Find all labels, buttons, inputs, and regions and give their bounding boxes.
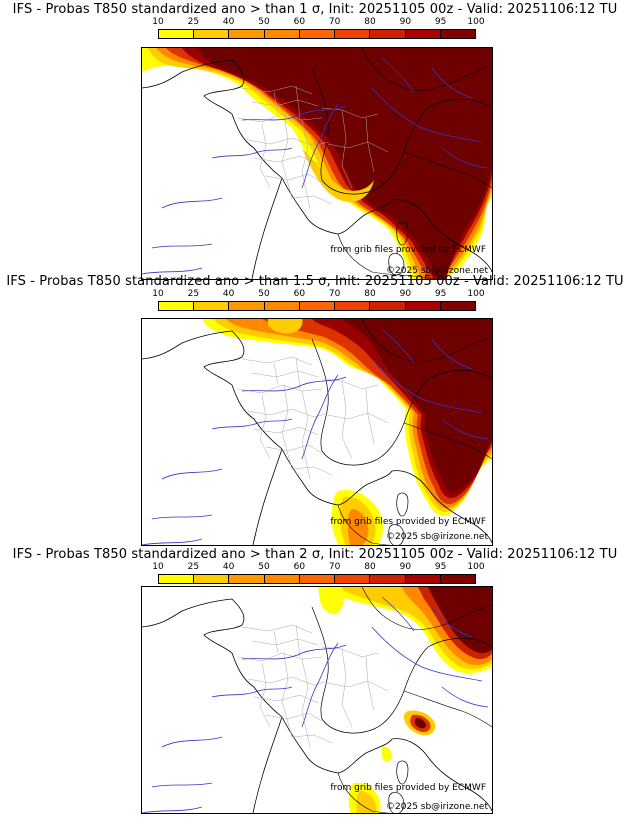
colorbar: [158, 301, 476, 311]
colorbar-ticks: 10 25 40 50 60 70 80 90 95 100: [152, 561, 484, 573]
colorbar-tick-label: 95: [434, 289, 447, 299]
source-credit: from grib files provided by ECMWF: [330, 517, 486, 527]
colorbar-tick-label: 100: [467, 17, 485, 27]
colorbar-segment: [370, 30, 406, 38]
colorbar-segment: [159, 30, 195, 38]
colorbar-tick-label: 25: [187, 289, 200, 299]
colorbar-tick-label: 40: [222, 17, 235, 27]
colorbar-segment: [370, 575, 406, 583]
colorbar-segment: [335, 575, 371, 583]
colorbar-ticks: 10 25 40 50 60 70 80 90 95 100: [152, 16, 484, 28]
colorbar-tick-label: 70: [328, 562, 341, 572]
colorbar-tick-label: 80: [364, 562, 376, 572]
colorbar-segment: [440, 575, 475, 583]
panel-2: IFS - Probas T850 standardized ano > tha…: [0, 272, 630, 548]
source-credit: from grib files provided by ECMWF: [330, 783, 486, 793]
colorbar-tick-label: 100: [467, 289, 485, 299]
colorbar-segment: [299, 302, 336, 310]
panel-title: IFS - Probas T850 standardized ano > tha…: [6, 274, 624, 289]
colorbar-segment: [194, 30, 230, 38]
colorbar-tick-label: 40: [222, 289, 235, 299]
colorbar-tick-label: 40: [222, 562, 235, 572]
colorbar-tick-label: 10: [152, 562, 164, 572]
colorbar-segment: [405, 30, 441, 38]
colorbar-tick-label: 50: [258, 17, 270, 27]
colorbar-segment: [264, 30, 300, 38]
colorbar-segment: [264, 575, 300, 583]
colorbar-segment: [335, 30, 371, 38]
colorbar-tick-label: 95: [434, 562, 447, 572]
colorbar: [158, 29, 476, 39]
colorbar-segment: [299, 575, 336, 583]
colorbar-tick-label: 90: [399, 289, 412, 299]
probability-map: from grib files provided by ECMWF ©2025 …: [141, 586, 493, 814]
colorbar-tick-label: 80: [364, 289, 376, 299]
colorbar-segment: [440, 30, 475, 38]
colorbar-segment: [229, 302, 265, 310]
colorbar-segment: [194, 302, 230, 310]
colorbar-tick-label: 10: [152, 289, 164, 299]
colorbar-tick-label: 25: [187, 17, 200, 27]
colorbar-tick-label: 95: [434, 17, 447, 27]
colorbar-tick-label: 50: [258, 562, 270, 572]
panel-3: IFS - Probas T850 standardized ano > tha…: [0, 541, 630, 828]
colorbar-tick-label: 10: [152, 17, 164, 27]
colorbar: [158, 574, 476, 584]
colorbar-tick-label: 80: [364, 17, 376, 27]
panel-title: IFS - Probas T850 standardized ano > tha…: [12, 547, 618, 562]
colorbar-tick-label: 60: [293, 289, 306, 299]
colorbar-segment: [370, 302, 406, 310]
colorbar-segment: [335, 302, 371, 310]
copyright-credit: ©2025 sb@irizone.net: [386, 532, 488, 542]
copyright-credit: ©2025 sb@irizone.net: [386, 266, 488, 276]
colorbar-segment: [405, 302, 441, 310]
colorbar-segment: [299, 30, 336, 38]
colorbar-segment: [229, 575, 265, 583]
colorbar-tick-label: 25: [187, 562, 200, 572]
source-credit: from grib files provided by ECMWF: [330, 245, 486, 255]
colorbar-segment: [194, 575, 230, 583]
colorbar-tick-label: 90: [399, 17, 412, 27]
copyright-credit: ©2025 sb@irizone.net: [386, 802, 488, 812]
colorbar-tick-label: 60: [293, 17, 306, 27]
colorbar-ticks: 10 25 40 50 60 70 80 90 95 100: [152, 288, 484, 300]
colorbar-segment: [159, 575, 195, 583]
map-canvas: [142, 48, 492, 279]
colorbar-tick-label: 70: [328, 289, 341, 299]
colorbar-segment: [264, 302, 300, 310]
colorbar-tick-label: 60: [293, 562, 306, 572]
colorbar-segment: [405, 575, 441, 583]
panel-1: IFS - Probas T850 standardized ano > tha…: [0, 0, 630, 280]
colorbar-segment: [159, 302, 195, 310]
colorbar-tick-label: 50: [258, 289, 270, 299]
map-canvas: [142, 587, 492, 813]
colorbar-tick-label: 90: [399, 562, 412, 572]
probability-map: from grib files provided by ECMWF ©2025 …: [141, 318, 493, 546]
colorbar-segment: [229, 30, 265, 38]
colorbar-segment: [440, 302, 475, 310]
colorbar-tick-label: 70: [328, 17, 341, 27]
panel-title: IFS - Probas T850 standardized ano > tha…: [12, 2, 618, 17]
colorbar-tick-label: 100: [467, 562, 485, 572]
map-canvas: [142, 319, 492, 545]
probability-map: from grib files provided by ECMWF ©2025 …: [141, 47, 493, 280]
